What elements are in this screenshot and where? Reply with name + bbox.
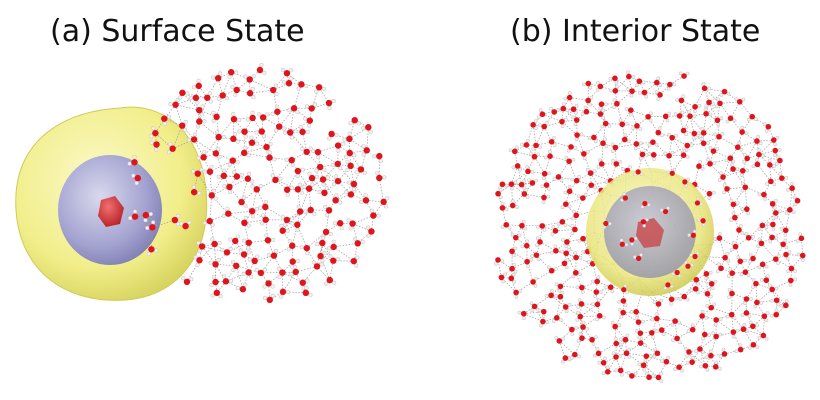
panel-interior-state: (b) Interior State [410,0,820,400]
water-molecule-cloud-back [493,70,806,383]
panel-surface-state: (a) Surface State [15,14,390,304]
panel-title-surface-state: (a) Surface State [50,14,305,49]
interior-state-molecular-render [493,70,806,383]
water-molecule-cluster [127,63,390,304]
panel-title-interior-state: (b) Interior State [510,14,761,49]
surface-state-molecular-render [15,63,390,304]
water-molecule-cloud-front [602,167,706,294]
core-isosurface [98,196,124,227]
